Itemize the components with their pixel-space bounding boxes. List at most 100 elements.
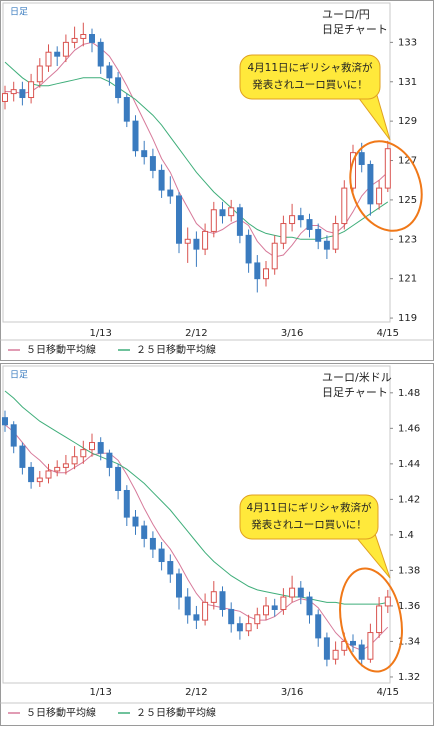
y-tick-label: 1.48 [398, 388, 420, 399]
y-tick-label: 119 [398, 313, 417, 324]
candle-body [367, 632, 374, 660]
corner-label: 日足 [10, 370, 28, 381]
candle-body [202, 601, 209, 621]
candle-body [184, 596, 191, 616]
callout-pointer-cover [356, 83, 375, 97]
candle-body [62, 463, 69, 468]
candle-body [167, 189, 174, 197]
corner-label: 日足 [10, 7, 28, 18]
candle-body [358, 644, 365, 660]
candle-body [176, 573, 182, 598]
y-tick-label: 123 [398, 234, 417, 245]
candle-body [2, 93, 8, 102]
moving-average-line [4, 424, 389, 651]
candle-body [54, 466, 61, 472]
candle-body [367, 163, 374, 205]
candle-body [106, 65, 113, 79]
legend-label: ５日移動平均線 [26, 706, 96, 719]
chart-subtitle: 日足チャート [322, 386, 388, 399]
candle-body [141, 150, 148, 158]
candle-body [323, 637, 330, 660]
candle-body [28, 81, 35, 99]
candle-body [71, 37, 78, 43]
candle-body [289, 215, 296, 225]
y-tick-label: 1.42 [398, 494, 420, 505]
y-tick-label: 133 [398, 37, 417, 48]
candle-body [306, 219, 313, 230]
candle-body [28, 466, 35, 483]
candle-body [149, 156, 156, 171]
x-tick-label: 3/16 [281, 687, 303, 698]
candle-body [115, 466, 122, 491]
candle-body [210, 209, 217, 232]
candle-body [36, 65, 43, 83]
y-tick-label: 127 [398, 156, 417, 167]
candle-body [245, 623, 252, 632]
candle-body [341, 187, 348, 225]
x-tick-label: 1/13 [89, 687, 111, 698]
candle-body [358, 152, 365, 165]
x-tick-label: 3/16 [281, 328, 303, 339]
candle-body [89, 442, 95, 451]
x-tick-label: 4/15 [377, 328, 399, 339]
candle-body [376, 605, 383, 634]
y-tick-label: 1.46 [398, 423, 420, 434]
y-tick-label: 129 [398, 116, 417, 127]
candle-body [62, 41, 69, 57]
callout-box [239, 494, 379, 540]
candle-body [219, 209, 226, 217]
candle-body [332, 223, 339, 250]
candle-body [132, 516, 139, 527]
candle-body [80, 449, 87, 458]
candle-body [228, 207, 235, 217]
x-tick-label: 2/12 [185, 687, 207, 698]
legend-label: ２５日移動平均線 [136, 706, 216, 719]
x-tick-label: 2/12 [185, 328, 207, 339]
candle-body [97, 442, 104, 454]
candle-body [10, 424, 17, 447]
y-tick-label: 125 [398, 195, 417, 206]
legend-label: ５日移動平均線 [26, 343, 96, 356]
candle-body [350, 640, 356, 646]
y-tick-label: 131 [398, 77, 417, 88]
candle-body [54, 51, 61, 57]
moving-average-line [4, 61, 389, 240]
candle-body [80, 34, 87, 39]
candle-body [45, 51, 52, 67]
chart-title: ユーロ/米ドル [322, 371, 392, 384]
y-tick-label: 1.4 [398, 530, 414, 541]
candle-body [376, 187, 383, 205]
candle-body [10, 89, 17, 95]
candle-body [254, 614, 261, 625]
candle-body [236, 623, 243, 632]
chart-title: ユーロ/円 [322, 8, 370, 21]
highlight-ellipse [349, 140, 423, 232]
candle-body [315, 614, 322, 639]
candle-body [97, 41, 104, 67]
candle-body [141, 525, 148, 539]
candle-body [271, 605, 278, 610]
candle-body [323, 240, 330, 250]
candle-body [106, 452, 113, 468]
candle-body [297, 215, 304, 221]
candle-body [158, 169, 165, 191]
candle-body [193, 238, 200, 250]
candle-body [289, 587, 296, 598]
candle-body [149, 537, 156, 550]
candle-body [193, 614, 200, 621]
candle-body [210, 591, 217, 603]
moving-average-line [4, 390, 388, 605]
candle-body [245, 234, 252, 264]
candle-body [219, 591, 226, 610]
callout-box [239, 54, 381, 100]
candle-body [132, 120, 139, 152]
candle-body [184, 238, 191, 244]
y-tick-label: 1.34 [398, 636, 420, 647]
candle-body [236, 207, 243, 236]
candle-body [71, 456, 78, 465]
candle-body [384, 148, 391, 189]
y-tick-label: 1.44 [398, 459, 420, 470]
candle-body [123, 97, 130, 122]
